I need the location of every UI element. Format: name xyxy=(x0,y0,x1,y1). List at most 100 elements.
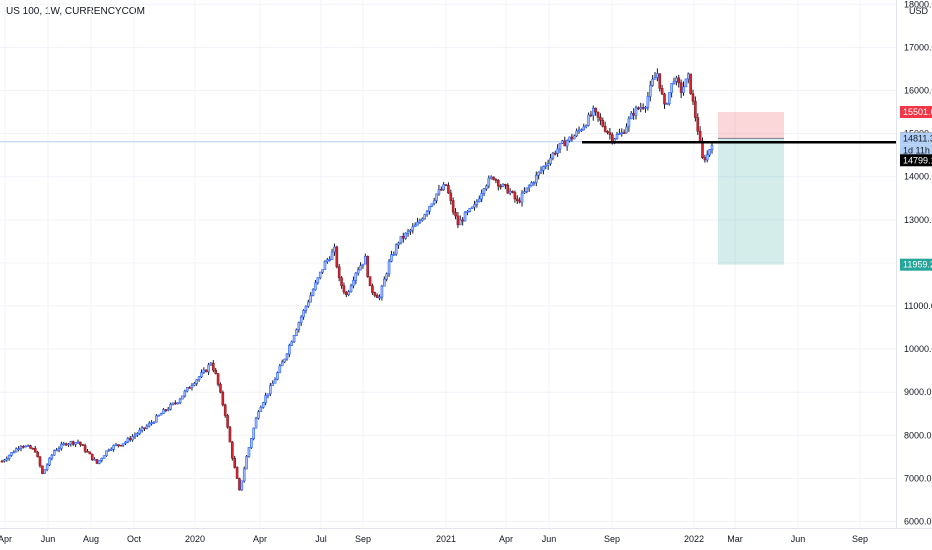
candle xyxy=(114,444,118,446)
candle xyxy=(45,464,49,470)
candle xyxy=(622,132,626,134)
candle xyxy=(447,185,450,194)
candle xyxy=(126,438,130,443)
candle xyxy=(302,310,305,318)
candle xyxy=(525,187,529,192)
candle xyxy=(625,126,628,134)
candle xyxy=(79,441,82,445)
candle xyxy=(361,263,365,267)
candle xyxy=(223,404,227,416)
candle xyxy=(553,152,557,155)
candle xyxy=(466,211,469,213)
candle xyxy=(698,130,702,142)
candle xyxy=(439,189,443,191)
candle xyxy=(542,166,545,171)
candle xyxy=(416,221,419,226)
candle xyxy=(171,402,175,405)
candle xyxy=(589,114,593,117)
candle xyxy=(399,235,403,244)
candle xyxy=(221,391,225,406)
candle xyxy=(119,444,123,447)
candle xyxy=(375,295,379,298)
profit-target-zone[interactable] xyxy=(718,138,784,265)
candle xyxy=(83,445,87,452)
candle xyxy=(582,126,586,131)
candle xyxy=(202,369,206,373)
x-tick-label: Sep xyxy=(604,534,620,544)
price-tag xyxy=(900,154,932,167)
candle xyxy=(188,387,191,389)
candle xyxy=(81,444,85,446)
candle xyxy=(454,211,457,217)
candle xyxy=(31,448,35,450)
candle xyxy=(5,458,9,461)
candle xyxy=(304,305,308,311)
candle xyxy=(95,459,99,464)
candle xyxy=(599,116,602,121)
candle xyxy=(147,423,151,427)
candle xyxy=(347,291,350,296)
candle xyxy=(247,447,251,457)
candle xyxy=(88,451,92,455)
candle xyxy=(7,455,11,460)
candle xyxy=(169,404,172,410)
x-tick-label: Apr xyxy=(253,534,267,544)
candle xyxy=(204,369,208,373)
candle xyxy=(12,451,16,454)
candle xyxy=(345,291,348,296)
candle xyxy=(546,163,550,166)
candle xyxy=(511,190,514,193)
candle xyxy=(421,218,424,221)
candle xyxy=(563,140,567,147)
candle xyxy=(364,256,367,265)
candle xyxy=(691,93,695,102)
candle xyxy=(584,125,588,128)
candle xyxy=(539,169,543,173)
candle xyxy=(326,259,329,262)
x-tick-label: 2020 xyxy=(185,534,205,544)
candle xyxy=(152,421,156,424)
x-tick-label: Jun xyxy=(41,534,56,544)
candle xyxy=(352,280,355,287)
candle xyxy=(432,200,436,205)
candle xyxy=(708,149,711,156)
candle xyxy=(162,409,165,414)
candle xyxy=(117,444,120,446)
candle xyxy=(632,113,635,116)
candle xyxy=(55,449,58,452)
candle xyxy=(594,107,597,113)
candle xyxy=(121,443,125,446)
candle xyxy=(470,206,474,209)
candle xyxy=(646,96,650,108)
candle xyxy=(259,407,263,412)
candle xyxy=(17,448,20,450)
candle xyxy=(366,256,369,277)
candle xyxy=(328,259,331,261)
candle xyxy=(606,131,609,133)
candle xyxy=(107,449,111,452)
candle xyxy=(397,242,400,246)
candle xyxy=(425,211,429,215)
stop-loss-zone[interactable] xyxy=(718,111,784,139)
candle xyxy=(603,125,607,132)
candle xyxy=(575,130,578,137)
candle xyxy=(330,251,334,260)
candle xyxy=(109,449,113,451)
candle xyxy=(684,78,688,88)
candle xyxy=(394,244,398,255)
candle xyxy=(518,200,521,203)
candle xyxy=(240,480,244,491)
candle xyxy=(656,73,659,78)
candle xyxy=(138,429,142,434)
x-tick-label: Jul xyxy=(315,534,327,544)
candle xyxy=(537,171,540,176)
candle xyxy=(195,379,199,384)
candle xyxy=(565,140,569,147)
candle xyxy=(105,450,108,457)
candle xyxy=(24,445,28,448)
candle xyxy=(245,456,248,470)
candle xyxy=(207,364,210,373)
candle xyxy=(38,456,42,467)
candle xyxy=(285,353,289,360)
